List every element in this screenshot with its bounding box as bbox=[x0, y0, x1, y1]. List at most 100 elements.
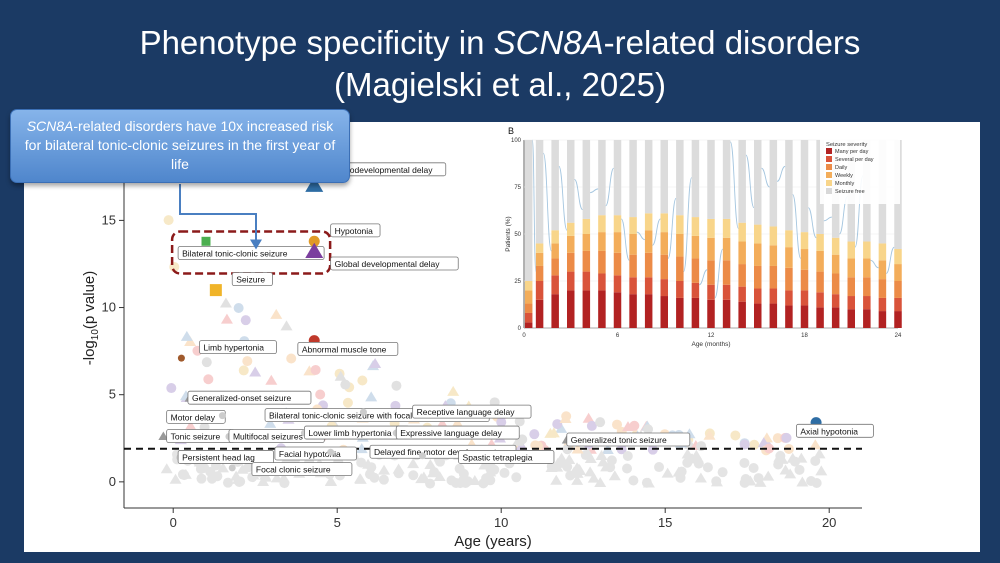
inset-bar-segment bbox=[800, 140, 809, 233]
inset-bar-segment bbox=[707, 284, 715, 300]
background-point bbox=[179, 470, 190, 481]
inset-bar-segment bbox=[769, 265, 778, 289]
inset-bar-segment bbox=[894, 249, 902, 265]
point-receptive-language-delay bbox=[359, 408, 367, 416]
background-point bbox=[622, 450, 633, 461]
inset-bar-segment bbox=[582, 218, 591, 234]
inset-bar-segment bbox=[863, 241, 871, 259]
inset-bar-segment bbox=[551, 230, 559, 244]
point-label-box bbox=[330, 223, 381, 238]
inset-bar-segment bbox=[738, 301, 746, 328]
background-point bbox=[364, 469, 375, 480]
inset-bar-segment bbox=[878, 297, 887, 312]
inset-bar-segment bbox=[551, 258, 559, 276]
label-axial-hypotonia: Axial hypotonia bbox=[796, 423, 874, 438]
inset-bar-segment bbox=[551, 140, 559, 231]
slide-title-line1: Phenotype specificity in SCN8A-related d… bbox=[139, 24, 861, 61]
background-point bbox=[694, 472, 707, 483]
x-tick-label: 15 bbox=[658, 515, 672, 530]
inset-bar-segment bbox=[676, 256, 684, 281]
inset-bar-segment bbox=[582, 250, 591, 272]
point-label-text: Facial hypotonia bbox=[279, 449, 341, 459]
background-point bbox=[496, 417, 507, 428]
background-point bbox=[622, 463, 633, 474]
point-spastic-tetraplegia bbox=[418, 452, 426, 460]
inset-bar-segment bbox=[676, 281, 684, 298]
inset-bar-segment bbox=[567, 235, 575, 253]
inset-bar-segment bbox=[863, 258, 871, 278]
label-hypotonia: Hypotonia bbox=[330, 223, 381, 238]
background-point bbox=[550, 474, 563, 485]
inset-bar-segment bbox=[691, 282, 700, 298]
inset-bar-segment bbox=[738, 286, 746, 302]
point-label-box bbox=[177, 246, 325, 260]
background-point bbox=[628, 475, 639, 486]
point-label-text: Axial hypotonia bbox=[800, 426, 858, 436]
label-generalized-onset-seizure: Generalized-onset seizure bbox=[187, 390, 312, 405]
inset-flow-line bbox=[714, 248, 724, 299]
inset-bar-segment bbox=[816, 271, 824, 293]
background-point bbox=[407, 458, 420, 469]
inset-bar-segment bbox=[707, 140, 715, 219]
point-label-box bbox=[458, 450, 555, 464]
point-label-text: Focal clonic seizure bbox=[256, 465, 331, 475]
inset-y-tick-label: 50 bbox=[514, 232, 521, 238]
background-point bbox=[408, 470, 419, 481]
inset-flow-line bbox=[745, 154, 755, 209]
point-bilateral-tonic-clonic-seizure bbox=[201, 236, 211, 246]
background-point bbox=[810, 455, 821, 466]
inset-bar-segment bbox=[660, 279, 668, 297]
label-spastic-tetraplegia: Spastic tetraplegia bbox=[458, 450, 555, 464]
inset-bar-segment bbox=[769, 288, 778, 304]
background-point bbox=[310, 364, 321, 375]
point-label-text: Bilateral tonic-clonic seizure bbox=[182, 249, 288, 259]
background-point bbox=[184, 336, 197, 347]
background-point bbox=[184, 420, 197, 431]
inset-bar-segment bbox=[567, 252, 575, 272]
background-point bbox=[654, 462, 665, 473]
inset-bar-segment bbox=[894, 281, 902, 298]
point-label-text: Bilateral tonic-clonic seizure with foca… bbox=[269, 411, 436, 421]
background-point bbox=[160, 463, 173, 474]
inset-legend-swatch bbox=[826, 156, 832, 162]
background-point bbox=[643, 424, 654, 435]
background-point bbox=[622, 421, 635, 432]
inset-bar-segment bbox=[676, 215, 684, 234]
background-point bbox=[813, 448, 826, 459]
background-point bbox=[354, 473, 367, 484]
inset-bar-segment bbox=[754, 243, 762, 266]
inset-flow-line bbox=[542, 152, 552, 252]
inset-flow-line bbox=[885, 246, 895, 274]
inset-bar-segment bbox=[769, 245, 778, 266]
inset-bar-segment bbox=[785, 305, 793, 328]
background-point bbox=[781, 432, 792, 443]
point-delayed-fine-motor-development bbox=[327, 448, 335, 456]
inset-bar-segment bbox=[567, 140, 575, 223]
inset-bar-segment bbox=[738, 241, 746, 265]
inset-bar-segment bbox=[722, 260, 731, 285]
inset-bar-segment bbox=[691, 297, 700, 328]
x-tick-label: 20 bbox=[822, 515, 836, 530]
background-point bbox=[264, 417, 277, 428]
inset-bar-segment bbox=[524, 290, 533, 304]
background-point bbox=[586, 420, 597, 431]
background-point bbox=[675, 472, 686, 483]
inset-legend-swatch bbox=[826, 164, 832, 170]
inset-flow-line bbox=[620, 218, 630, 261]
inset-bar-segment bbox=[676, 297, 684, 328]
background-point bbox=[815, 465, 828, 476]
background-point bbox=[196, 473, 207, 484]
inset-bar-segment bbox=[613, 292, 622, 328]
background-point bbox=[242, 356, 253, 367]
background-point bbox=[340, 379, 351, 390]
inset-flow-line bbox=[698, 269, 708, 286]
inset-bar-segment bbox=[831, 307, 840, 328]
background-point bbox=[481, 473, 492, 484]
inset-legend-label: Monthly bbox=[835, 181, 855, 187]
inset-flow-line bbox=[729, 141, 739, 229]
background-point bbox=[511, 472, 522, 483]
inset-bar-segment bbox=[613, 215, 622, 233]
point-label-box bbox=[566, 432, 691, 447]
background-point bbox=[180, 330, 193, 341]
label-receptive-language-delay: Receptive language delay bbox=[412, 404, 532, 419]
